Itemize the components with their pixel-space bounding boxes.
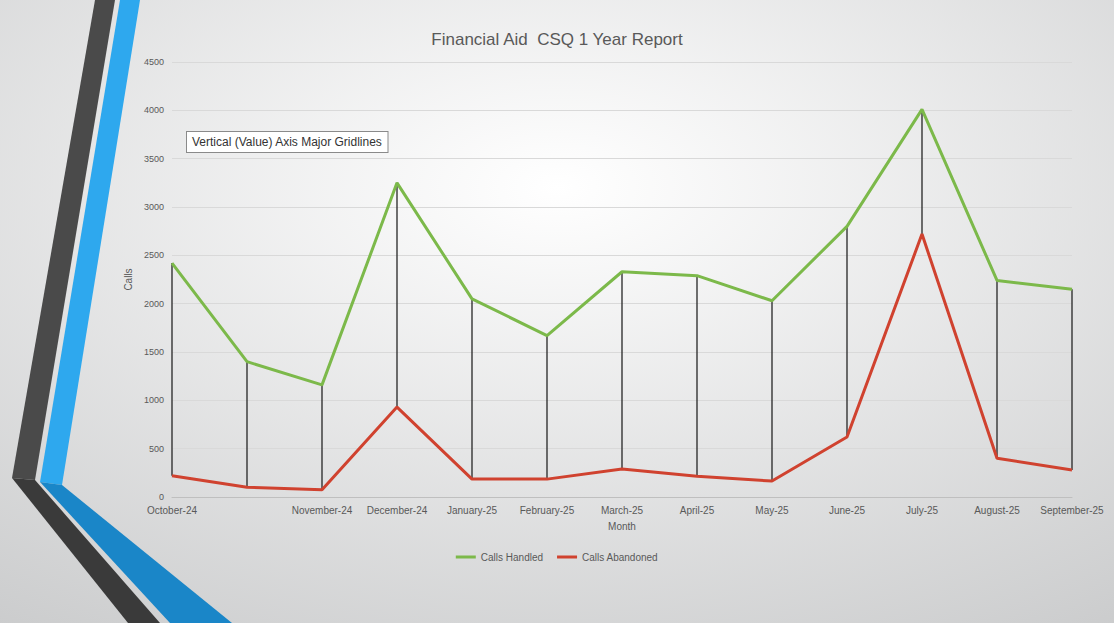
svg-text:500: 500 xyxy=(149,444,164,454)
svg-text:Calls: Calls xyxy=(123,268,134,290)
svg-text:1500: 1500 xyxy=(144,347,164,357)
svg-text:October-24: October-24 xyxy=(147,505,197,516)
svg-text:September-25: September-25 xyxy=(1040,505,1104,516)
svg-text:Calls Abandoned: Calls Abandoned xyxy=(582,552,658,563)
svg-text:1000: 1000 xyxy=(144,395,164,405)
svg-text:March-25: March-25 xyxy=(601,505,644,516)
svg-text:2500: 2500 xyxy=(144,250,164,260)
svg-text:4000: 4000 xyxy=(144,105,164,115)
svg-text:July-25: July-25 xyxy=(906,505,939,516)
svg-text:Vertical (Value) Axis Major Gr: Vertical (Value) Axis Major Gridlines xyxy=(192,135,382,149)
svg-text:Financial Aid CSQ 1 Year Repo: Financial Aid CSQ 1 Year Report xyxy=(431,30,683,49)
svg-text:Calls Handled: Calls Handled xyxy=(481,552,543,563)
svg-text:Month: Month xyxy=(608,521,636,532)
svg-text:November-24: November-24 xyxy=(292,505,353,516)
svg-text:4500: 4500 xyxy=(144,57,164,67)
svg-text:3000: 3000 xyxy=(144,202,164,212)
svg-text:May-25: May-25 xyxy=(755,505,789,516)
svg-text:April-25: April-25 xyxy=(680,505,715,516)
svg-text:December-24: December-24 xyxy=(367,505,428,516)
svg-text:August-25: August-25 xyxy=(974,505,1020,516)
svg-text:June-25: June-25 xyxy=(829,505,866,516)
svg-text:February-25: February-25 xyxy=(520,505,575,516)
svg-text:January-25: January-25 xyxy=(447,505,497,516)
svg-text:2000: 2000 xyxy=(144,299,164,309)
svg-text:0: 0 xyxy=(159,492,164,502)
svg-text:3500: 3500 xyxy=(144,154,164,164)
